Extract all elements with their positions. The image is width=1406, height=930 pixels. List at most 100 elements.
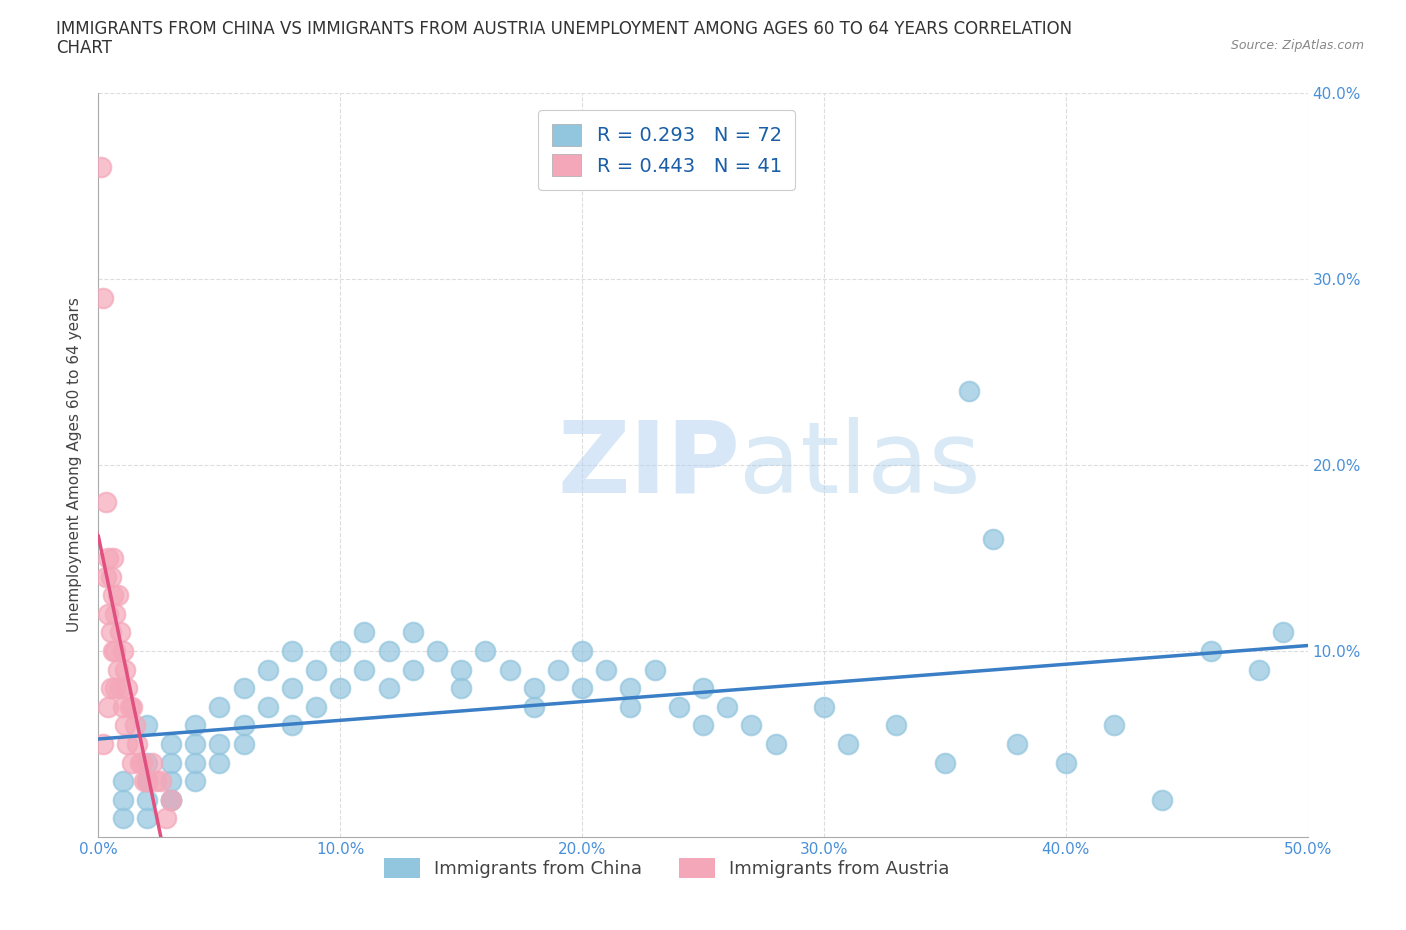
Point — [716, 699, 738, 714]
Point — [232, 737, 254, 751]
Point — [281, 644, 304, 658]
Point — [402, 625, 425, 640]
Point — [135, 718, 157, 733]
Point — [117, 681, 139, 696]
Point — [692, 681, 714, 696]
Text: ZIP: ZIP — [558, 417, 741, 513]
Point — [111, 811, 134, 826]
Text: CHART: CHART — [56, 39, 112, 57]
Point — [111, 644, 134, 658]
Point — [1272, 625, 1295, 640]
Point — [595, 662, 617, 677]
Point — [305, 662, 328, 677]
Point — [305, 699, 328, 714]
Point — [184, 755, 207, 770]
Point — [450, 681, 472, 696]
Point — [160, 774, 183, 789]
Point — [135, 774, 157, 789]
Point — [91, 290, 114, 305]
Point — [150, 774, 173, 789]
Point — [160, 737, 183, 751]
Point — [281, 718, 304, 733]
Point — [547, 662, 569, 677]
Point — [160, 792, 183, 807]
Point — [111, 699, 134, 714]
Point — [1199, 644, 1222, 658]
Point — [118, 699, 141, 714]
Point — [426, 644, 449, 658]
Point — [135, 774, 157, 789]
Point — [135, 774, 157, 789]
Point — [108, 681, 131, 696]
Legend: Immigrants from China, Immigrants from Austria: Immigrants from China, Immigrants from A… — [375, 848, 959, 887]
Point — [90, 160, 112, 175]
Point — [107, 662, 129, 677]
Point — [104, 681, 127, 696]
Point — [107, 588, 129, 603]
Point — [145, 774, 167, 789]
Point — [104, 606, 127, 621]
Point — [97, 551, 120, 565]
Point — [114, 662, 136, 677]
Point — [281, 681, 304, 696]
Point — [101, 644, 124, 658]
Point — [101, 551, 124, 565]
Point — [121, 699, 143, 714]
Text: IMMIGRANTS FROM CHINA VS IMMIGRANTS FROM AUSTRIA UNEMPLOYMENT AMONG AGES 60 TO 6: IMMIGRANTS FROM CHINA VS IMMIGRANTS FROM… — [56, 20, 1073, 38]
Point — [256, 699, 278, 714]
Y-axis label: Unemployment Among Ages 60 to 64 years: Unemployment Among Ages 60 to 64 years — [67, 298, 83, 632]
Point — [160, 792, 183, 807]
Point — [97, 699, 120, 714]
Point — [114, 718, 136, 733]
Point — [111, 774, 134, 789]
Point — [141, 755, 163, 770]
Point — [934, 755, 956, 770]
Point — [135, 792, 157, 807]
Point — [619, 699, 641, 714]
Point — [100, 681, 122, 696]
Text: atlas: atlas — [740, 417, 981, 513]
Point — [135, 811, 157, 826]
Point — [329, 681, 352, 696]
Point — [740, 718, 762, 733]
Point — [111, 792, 134, 807]
Point — [104, 644, 127, 658]
Point — [957, 383, 980, 398]
Point — [232, 718, 254, 733]
Point — [668, 699, 690, 714]
Point — [208, 755, 231, 770]
Point — [131, 755, 153, 770]
Point — [127, 737, 149, 751]
Point — [108, 625, 131, 640]
Point — [813, 699, 835, 714]
Point — [160, 792, 183, 807]
Point — [184, 737, 207, 751]
Point — [571, 681, 593, 696]
Point — [97, 606, 120, 621]
Point — [94, 495, 117, 510]
Point — [117, 737, 139, 751]
Point — [101, 588, 124, 603]
Point — [329, 644, 352, 658]
Point — [450, 662, 472, 677]
Point — [377, 644, 399, 658]
Point — [1102, 718, 1125, 733]
Point — [981, 532, 1004, 547]
Point — [100, 569, 122, 584]
Point — [1152, 792, 1174, 807]
Point — [377, 681, 399, 696]
Point — [692, 718, 714, 733]
Point — [128, 755, 150, 770]
Point — [94, 569, 117, 584]
Point — [1054, 755, 1077, 770]
Point — [135, 755, 157, 770]
Point — [886, 718, 908, 733]
Point — [208, 737, 231, 751]
Point — [1007, 737, 1029, 751]
Point — [91, 737, 114, 751]
Point — [155, 811, 177, 826]
Point — [619, 681, 641, 696]
Point — [498, 662, 520, 677]
Point — [353, 625, 375, 640]
Point — [523, 681, 546, 696]
